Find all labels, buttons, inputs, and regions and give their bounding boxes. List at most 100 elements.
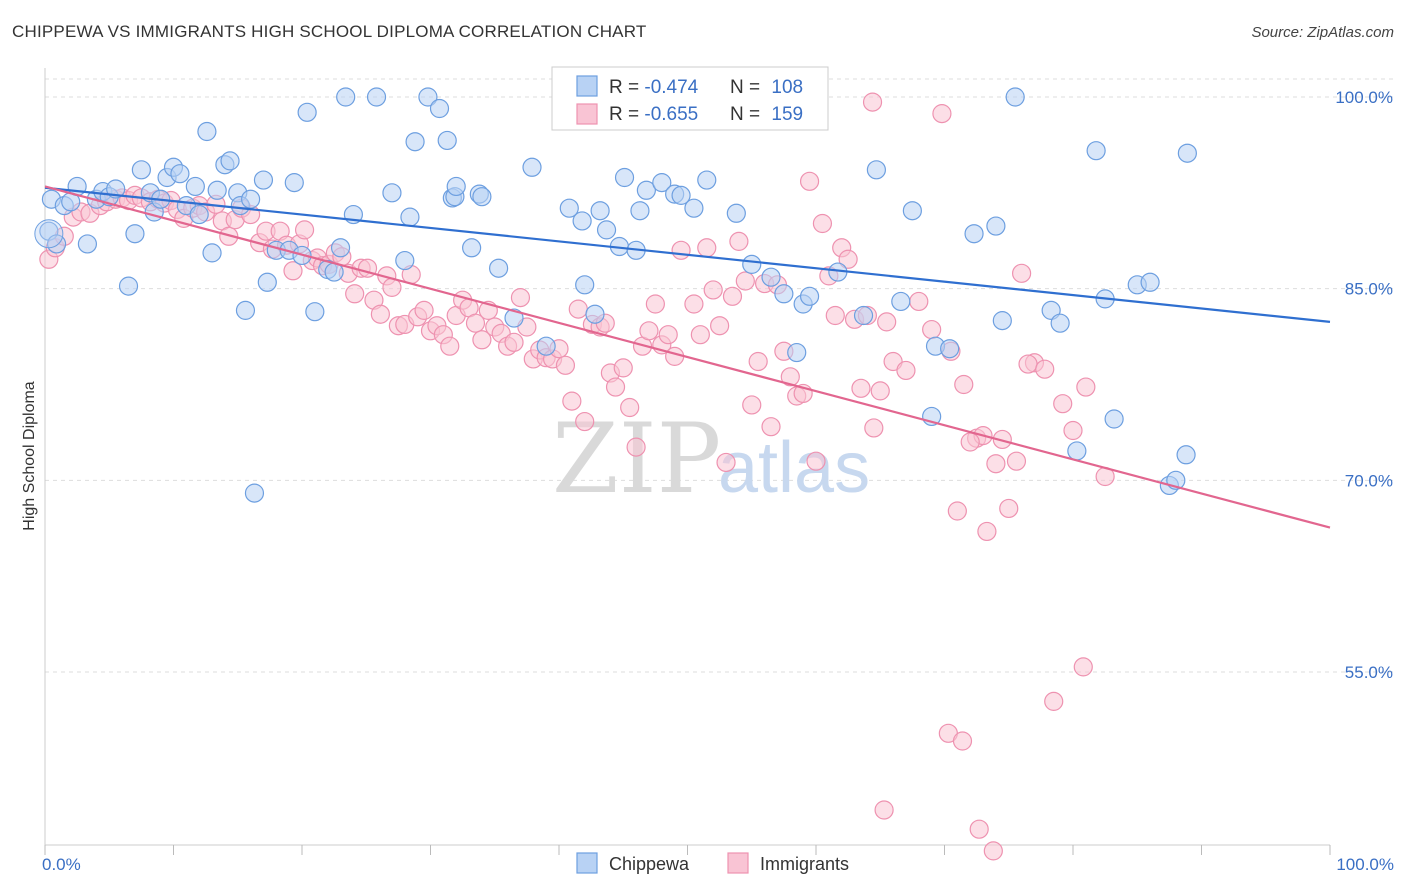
bottom-legend-label-immigrants: Immigrants [760, 854, 849, 874]
chippewa-point [986, 216, 1006, 236]
chippewa-point [462, 238, 482, 258]
immigrants-point [568, 299, 588, 319]
immigrants-point [472, 330, 492, 350]
immigrants-point [932, 104, 952, 124]
immigrants-point [947, 501, 967, 521]
chippewa-point [572, 211, 592, 231]
y-tick-label: 85.0% [1345, 280, 1393, 299]
x-tick-label-max: 100.0% [1336, 855, 1394, 874]
immigrants-point [710, 316, 730, 336]
bottom-legend: Chippewa Immigrants [576, 852, 849, 874]
y-tick-label: 70.0% [1345, 471, 1393, 490]
immigrants-point [909, 291, 929, 312]
chippewa-point [585, 304, 605, 324]
immigrants-point [658, 325, 678, 345]
immigrants-point [729, 231, 749, 251]
chippewa-point [940, 339, 960, 359]
immigrants-point [742, 395, 762, 415]
bottom-legend-label-chippewa: Chippewa [609, 854, 690, 874]
chippewa-point [118, 276, 139, 296]
chippewa-point [787, 342, 807, 363]
immigrants-point [1073, 657, 1093, 677]
chippewa-point [684, 198, 704, 218]
bottom-legend-swatch-chippewa [576, 852, 598, 874]
immigrants-point [1053, 394, 1073, 414]
bottom-legend-swatch-immigrants [727, 852, 749, 874]
immigrants-point [874, 800, 894, 820]
immigrants-trend-line [44, 185, 1331, 529]
immigrants-point [864, 418, 884, 438]
immigrants-point [1011, 263, 1032, 283]
chippewa-point [366, 87, 387, 107]
chippewa-point [726, 203, 746, 223]
immigrants-point [999, 498, 1019, 519]
chippewa-point [504, 308, 524, 328]
chippewa-point [614, 167, 635, 188]
chippewa-point [305, 302, 325, 322]
chippewa-point [395, 250, 415, 271]
immigrants-point [639, 321, 659, 341]
chippewa-point [536, 336, 556, 356]
immigrants-point [620, 397, 640, 418]
trend-lines [44, 185, 1331, 529]
chippewa-point [131, 160, 151, 180]
chippewa-point [244, 483, 265, 503]
chippewa-point [522, 157, 542, 177]
watermark-atlas: atlas [718, 428, 870, 508]
chippewa-point [742, 254, 762, 274]
chippewa-point [437, 130, 457, 151]
chippewa-point [853, 305, 874, 326]
chippewa-point [418, 87, 438, 107]
svg-text:N = 108: N = 108 [730, 77, 803, 98]
immigrants-point [1006, 451, 1027, 471]
source-label: Source: ZipAtlas.com [1251, 24, 1394, 41]
chippewa-point [866, 160, 886, 180]
y-tick-label: 100.0% [1335, 88, 1393, 107]
y-tick-label: 55.0% [1345, 663, 1393, 682]
svg-text:N = 159: N = 159 [730, 104, 803, 125]
legend-swatch-immigrants [576, 103, 598, 125]
chippewa-point [1177, 143, 1197, 163]
watermark: ZIP atlas [552, 403, 870, 515]
chippewa-point [106, 179, 126, 199]
immigrants-point [877, 312, 897, 332]
legend-r-value-2: -0.655 [644, 104, 698, 125]
chippewa-point [596, 220, 617, 240]
legend-box: R = -0.474 N = 108 R = -0.655 N = 159 [551, 66, 829, 131]
legend-r-value-1: -0.474 [644, 77, 698, 98]
legend-swatch-chippewa [576, 75, 598, 97]
immigrants-point [283, 261, 303, 281]
chippewa-point [297, 102, 317, 122]
x-tick-label-min: 0.0% [42, 855, 81, 874]
legend-r-label-1: R = [609, 77, 644, 98]
chippewa-point [125, 224, 145, 244]
grid [45, 78, 1395, 673]
immigrants-point [825, 305, 845, 326]
immigrants-point [812, 213, 833, 234]
chippewa-point [559, 198, 579, 218]
immigrants-point [703, 280, 723, 300]
immigrants-point [370, 304, 390, 324]
chippewa-point [1086, 141, 1106, 161]
immigrants-point [1018, 354, 1038, 374]
chippewa-point [902, 201, 922, 221]
legend-n-label-1: N = [730, 77, 765, 98]
immigrants-point [440, 336, 460, 356]
immigrants-point [294, 220, 315, 240]
chippewa-point [671, 185, 691, 205]
chippewa-point [1104, 409, 1124, 429]
chippewa-point [241, 189, 261, 209]
immigrants-point [983, 841, 1003, 861]
chippewa-point [1067, 441, 1087, 461]
immigrants-point [992, 429, 1012, 450]
chippewa-point [197, 121, 217, 142]
immigrants-point [605, 377, 626, 397]
immigrants-point [922, 319, 942, 340]
chippewa-point [1140, 272, 1160, 292]
immigrants-point [345, 284, 365, 304]
chippewa-point [400, 207, 420, 227]
chippewa-point [761, 267, 781, 287]
immigrants-point [465, 313, 486, 333]
immigrants-point [870, 381, 890, 401]
immigrants-point [780, 367, 800, 387]
